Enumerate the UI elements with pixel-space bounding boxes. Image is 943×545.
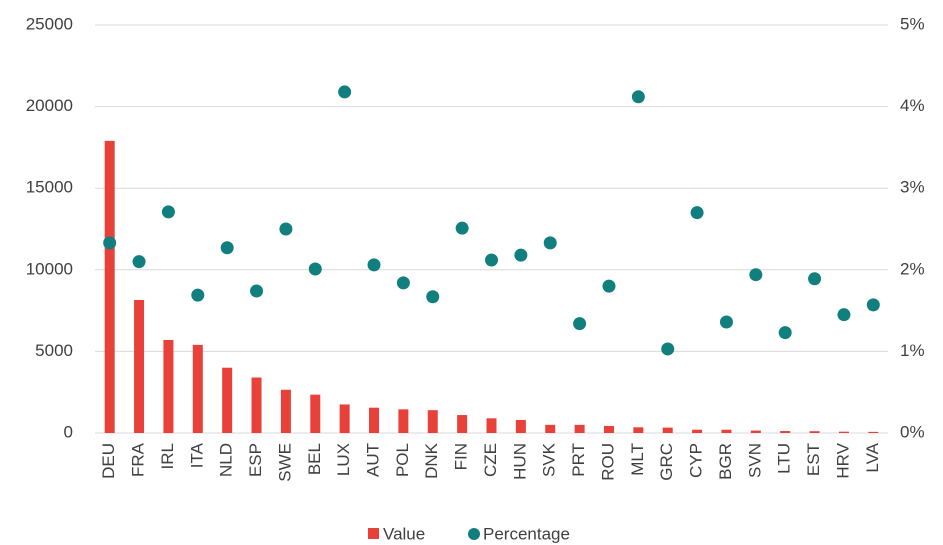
bar — [838, 431, 849, 433]
x-tick-label: SVK — [540, 442, 559, 477]
bar — [163, 339, 174, 433]
x-tick-label: DNK — [422, 442, 441, 479]
x-tick-label: IRL — [158, 443, 177, 469]
bar — [339, 404, 350, 433]
x-tick-label: SVN — [745, 443, 764, 478]
bar — [750, 430, 761, 433]
bar — [515, 419, 526, 433]
dot — [338, 85, 352, 99]
dot — [455, 221, 469, 235]
dot — [220, 241, 234, 255]
x-tick-label: ESP — [246, 443, 265, 477]
bar — [427, 410, 438, 433]
bar — [457, 415, 468, 433]
bar — [310, 394, 321, 433]
bar — [369, 407, 380, 433]
bar — [662, 427, 673, 433]
x-tick-label: LTU — [775, 443, 794, 474]
dot — [426, 290, 440, 304]
bar — [780, 431, 791, 433]
x-tick-label: NLD — [217, 443, 236, 477]
bar — [398, 409, 409, 433]
y-tick-label: 5000 — [35, 341, 73, 360]
dot — [719, 315, 733, 329]
y-tick-label: 0 — [64, 422, 73, 441]
legend-label: Value — [383, 524, 425, 543]
bar — [692, 429, 703, 433]
x-tick-label: LUX — [334, 443, 353, 476]
dot — [808, 272, 822, 286]
dot — [161, 205, 175, 219]
bar — [809, 431, 820, 433]
legend-marker — [368, 528, 379, 539]
x-tick-label: ROU — [598, 443, 617, 481]
dot — [308, 262, 322, 276]
dot — [514, 248, 528, 262]
x-tick-label: CYP — [687, 443, 706, 478]
bar — [603, 425, 614, 433]
y-tick-label: 10000 — [26, 259, 73, 278]
x-tick-label: BGR — [716, 443, 735, 480]
y2-tick-label: 1% — [900, 341, 925, 360]
x-tick-label: BEL — [305, 443, 324, 475]
bar — [721, 429, 732, 433]
bar — [134, 299, 145, 433]
y-tick-label: 20000 — [26, 96, 73, 115]
y2-tick-label: 5% — [900, 14, 925, 33]
x-tick-label: PRT — [569, 443, 588, 477]
y2-tick-label: 4% — [900, 96, 925, 115]
bar — [251, 377, 262, 433]
dot — [103, 236, 117, 250]
x-tick-label: HRV — [833, 442, 852, 478]
dot — [749, 268, 763, 282]
dot — [837, 308, 851, 322]
bar — [868, 431, 879, 433]
dot — [279, 222, 293, 236]
dot — [690, 206, 704, 220]
y2-tick-label: 2% — [900, 259, 925, 278]
x-tick-label: EST — [804, 443, 823, 476]
x-tick-label: MLT — [628, 443, 647, 476]
legend-marker — [468, 528, 480, 540]
x-tick-label: SWE — [275, 443, 294, 482]
x-tick-label: POL — [393, 443, 412, 477]
y-tick-label: 15000 — [26, 178, 73, 197]
x-tick-label: AUT — [364, 443, 383, 477]
dot — [250, 284, 264, 298]
y2-tick-label: 3% — [900, 178, 925, 197]
bar — [486, 418, 497, 433]
x-tick-label: HUN — [510, 443, 529, 480]
dot — [866, 298, 880, 312]
dot — [661, 342, 675, 356]
bar — [104, 140, 115, 433]
bar — [280, 389, 291, 433]
dot — [367, 258, 381, 272]
dot — [132, 255, 146, 269]
x-tick-label: ITA — [187, 442, 206, 468]
x-tick-label: GRC — [657, 443, 676, 481]
x-tick-label: FRA — [129, 442, 148, 477]
bar — [633, 427, 644, 433]
x-tick-label: LVA — [863, 442, 882, 472]
bar — [192, 344, 203, 433]
x-tick-label: FIN — [452, 443, 471, 470]
y-tick-label: 25000 — [26, 14, 73, 33]
x-tick-label: DEU — [99, 443, 118, 479]
legend-label: Percentage — [483, 524, 570, 543]
dot — [778, 326, 792, 340]
dot — [485, 253, 498, 267]
x-tick-label: CZE — [481, 443, 500, 477]
dot — [543, 236, 557, 250]
dot — [573, 317, 587, 331]
dot — [396, 276, 410, 290]
y2-tick-label: 0% — [900, 422, 925, 441]
dot — [191, 288, 205, 302]
bar — [222, 367, 233, 433]
bar — [574, 424, 585, 433]
dot — [631, 90, 645, 104]
dot — [602, 279, 616, 293]
bar — [545, 424, 556, 433]
